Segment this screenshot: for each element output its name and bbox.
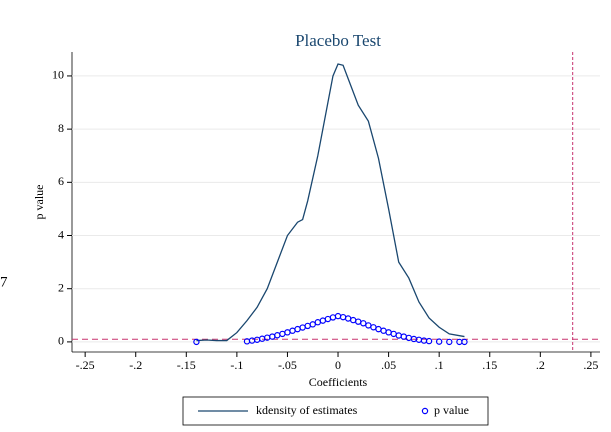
edge-label: 7 — [0, 274, 8, 290]
y-axis-title: p value — [32, 185, 46, 220]
legend-label: p value — [434, 403, 469, 417]
scatter-point — [385, 329, 392, 336]
scatter-point — [329, 314, 337, 321]
scatter-point — [446, 338, 453, 346]
scatter-point — [289, 327, 296, 334]
x-tick-label: .1 — [435, 358, 444, 372]
scatter-point — [314, 319, 321, 326]
scatter-point — [193, 338, 200, 346]
scatter-point — [355, 318, 362, 325]
scatter-point — [425, 337, 433, 345]
scatter-point — [274, 332, 281, 339]
scatter-point — [334, 312, 342, 320]
scatter-point — [279, 330, 286, 338]
scatter-point — [304, 322, 311, 330]
scatter-point — [309, 321, 316, 328]
x-tick-label: -.1 — [230, 358, 243, 372]
x-tick-label: .2 — [536, 358, 545, 372]
scatter-point — [365, 322, 372, 329]
scatter-point — [390, 330, 397, 338]
y-tick-label: 10 — [52, 68, 64, 82]
scatter-point — [395, 332, 402, 339]
scatter-point — [380, 327, 387, 334]
scatter-point — [400, 333, 407, 340]
x-tick-label: .25 — [583, 358, 598, 372]
scatter-point — [344, 315, 352, 322]
scatter-point — [360, 320, 367, 327]
y-tick-label: 0 — [58, 334, 64, 348]
scatter-point — [324, 315, 332, 323]
x-tick-label: .05 — [381, 358, 396, 372]
scatter-point — [375, 325, 382, 333]
scatter-point — [258, 335, 266, 342]
y-tick-label: 2 — [58, 280, 64, 294]
y-tick-label: 6 — [58, 174, 64, 188]
scatter-point — [405, 334, 413, 342]
scatter-point — [370, 324, 377, 331]
scatter-point — [284, 329, 291, 336]
x-tick-label: .15 — [482, 358, 497, 372]
scatter-point — [269, 333, 276, 340]
x-tick-label: -.05 — [278, 358, 297, 372]
scatter-point — [349, 316, 357, 324]
legend-swatch — [421, 407, 429, 415]
scatter-point — [299, 324, 306, 331]
x-tick-label: -.15 — [177, 358, 196, 372]
scatter-point — [294, 325, 301, 333]
scatter-point — [339, 313, 347, 321]
chart-title: Placebo Test — [295, 31, 381, 50]
x-axis-title: Coefficients — [309, 375, 368, 389]
density-line — [196, 63, 465, 342]
scatter-point — [319, 317, 327, 324]
legend-label: kdensity of estimates — [256, 403, 358, 417]
y-tick-label: 8 — [58, 121, 64, 135]
scatter-point — [461, 338, 468, 346]
x-tick-label: -.25 — [76, 358, 95, 372]
x-tick-label: 0 — [335, 358, 341, 372]
y-tick-label: 4 — [58, 227, 64, 241]
scatter-point — [435, 338, 443, 345]
x-tick-label: -.2 — [129, 358, 142, 372]
